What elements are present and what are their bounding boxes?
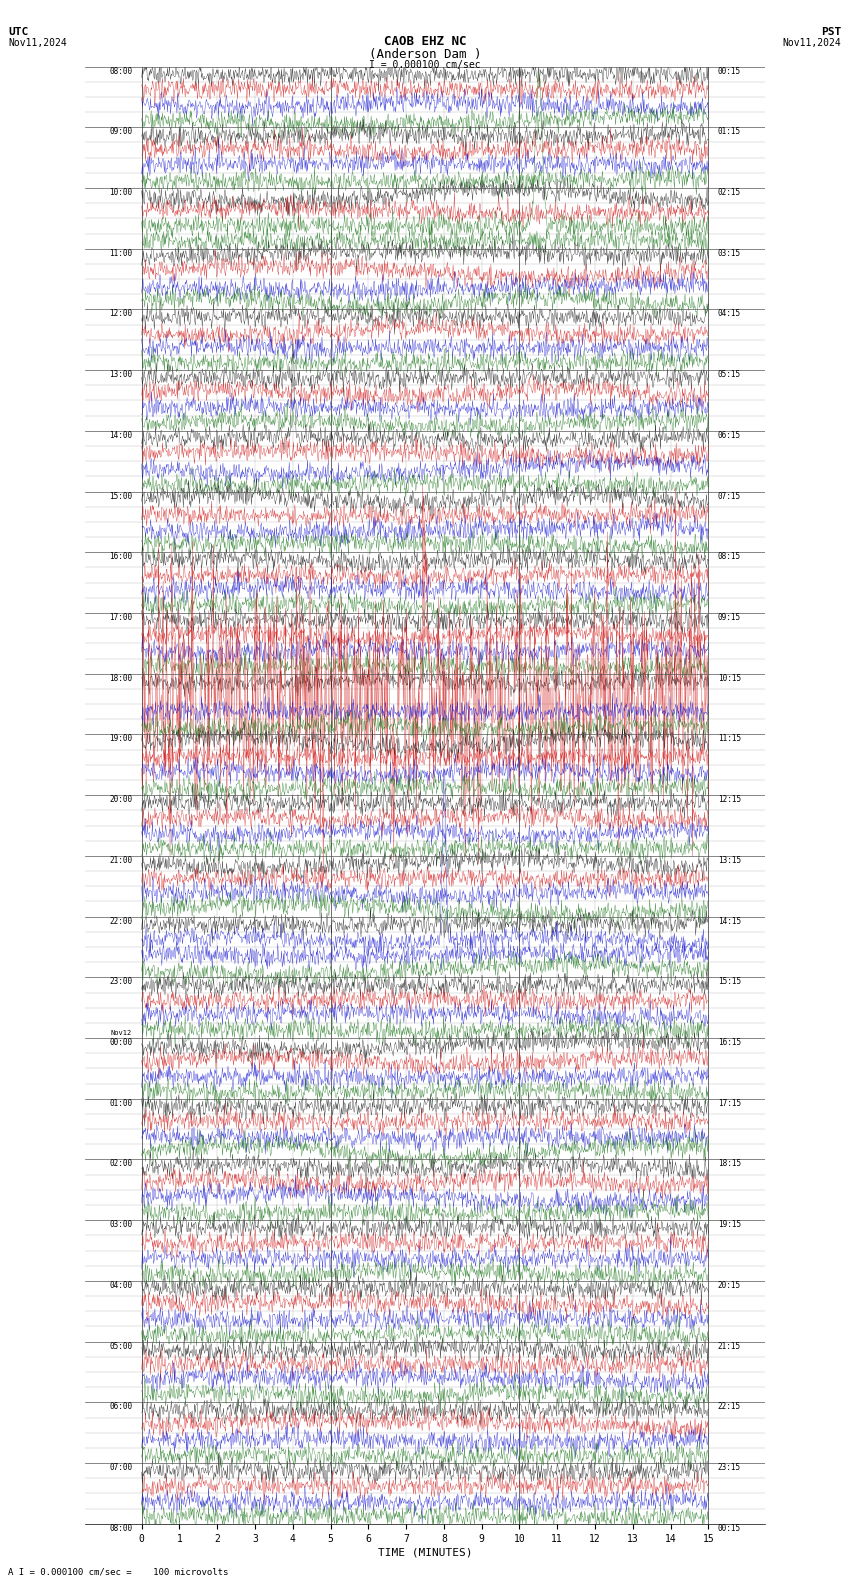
Text: (Anderson Dam ): (Anderson Dam ) bbox=[369, 48, 481, 60]
Text: 10:15: 10:15 bbox=[717, 673, 741, 683]
X-axis label: TIME (MINUTES): TIME (MINUTES) bbox=[377, 1548, 473, 1557]
Text: 05:15: 05:15 bbox=[717, 371, 741, 379]
Text: 00:00: 00:00 bbox=[109, 1038, 133, 1047]
Text: 23:15: 23:15 bbox=[717, 1464, 741, 1472]
Text: 11:00: 11:00 bbox=[109, 249, 133, 258]
Text: 21:00: 21:00 bbox=[109, 855, 133, 865]
Text: 20:15: 20:15 bbox=[717, 1281, 741, 1289]
Text: 19:00: 19:00 bbox=[109, 735, 133, 743]
Text: 17:15: 17:15 bbox=[717, 1099, 741, 1107]
Text: 19:15: 19:15 bbox=[717, 1220, 741, 1229]
Text: 20:00: 20:00 bbox=[109, 795, 133, 805]
Text: CAOB EHZ NC: CAOB EHZ NC bbox=[383, 35, 467, 48]
Text: 01:15: 01:15 bbox=[717, 127, 741, 136]
Text: 00:15: 00:15 bbox=[717, 67, 741, 76]
Text: 23:00: 23:00 bbox=[109, 977, 133, 987]
Text: UTC: UTC bbox=[8, 27, 29, 36]
Text: A I = 0.000100 cm/sec =    100 microvolts: A I = 0.000100 cm/sec = 100 microvolts bbox=[8, 1567, 229, 1576]
Text: 14:00: 14:00 bbox=[109, 431, 133, 440]
Text: 07:00: 07:00 bbox=[109, 1464, 133, 1472]
Text: 01:00: 01:00 bbox=[109, 1099, 133, 1107]
Text: 15:00: 15:00 bbox=[109, 491, 133, 501]
Text: Nov12: Nov12 bbox=[111, 1030, 133, 1036]
Text: 00:15: 00:15 bbox=[717, 1524, 741, 1533]
Text: 08:00: 08:00 bbox=[109, 1524, 133, 1533]
Text: 22:15: 22:15 bbox=[717, 1402, 741, 1411]
Text: 11:15: 11:15 bbox=[717, 735, 741, 743]
Text: 05:00: 05:00 bbox=[109, 1342, 133, 1351]
Text: 03:15: 03:15 bbox=[717, 249, 741, 258]
Text: 03:00: 03:00 bbox=[109, 1220, 133, 1229]
Text: 06:00: 06:00 bbox=[109, 1402, 133, 1411]
Text: 08:00: 08:00 bbox=[109, 67, 133, 76]
Text: 09:00: 09:00 bbox=[109, 127, 133, 136]
Text: 13:00: 13:00 bbox=[109, 371, 133, 379]
Text: 22:00: 22:00 bbox=[109, 917, 133, 925]
Text: 04:15: 04:15 bbox=[717, 309, 741, 318]
Text: 12:00: 12:00 bbox=[109, 309, 133, 318]
Text: I = 0.000100 cm/sec: I = 0.000100 cm/sec bbox=[369, 60, 481, 70]
Text: 18:15: 18:15 bbox=[717, 1159, 741, 1169]
Text: 16:15: 16:15 bbox=[717, 1038, 741, 1047]
Text: 06:15: 06:15 bbox=[717, 431, 741, 440]
Text: 02:15: 02:15 bbox=[717, 188, 741, 196]
Text: PST: PST bbox=[821, 27, 842, 36]
Text: 15:15: 15:15 bbox=[717, 977, 741, 987]
Text: 14:15: 14:15 bbox=[717, 917, 741, 925]
Text: 04:00: 04:00 bbox=[109, 1281, 133, 1289]
Text: Nov11,2024: Nov11,2024 bbox=[783, 38, 842, 48]
Text: 10:00: 10:00 bbox=[109, 188, 133, 196]
Text: 21:15: 21:15 bbox=[717, 1342, 741, 1351]
Text: Nov11,2024: Nov11,2024 bbox=[8, 38, 67, 48]
Text: 07:15: 07:15 bbox=[717, 491, 741, 501]
Text: 02:00: 02:00 bbox=[109, 1159, 133, 1169]
Text: 13:15: 13:15 bbox=[717, 855, 741, 865]
Text: 12:15: 12:15 bbox=[717, 795, 741, 805]
Text: 16:00: 16:00 bbox=[109, 553, 133, 561]
Text: 09:15: 09:15 bbox=[717, 613, 741, 623]
Text: 18:00: 18:00 bbox=[109, 673, 133, 683]
Text: 08:15: 08:15 bbox=[717, 553, 741, 561]
Text: 17:00: 17:00 bbox=[109, 613, 133, 623]
